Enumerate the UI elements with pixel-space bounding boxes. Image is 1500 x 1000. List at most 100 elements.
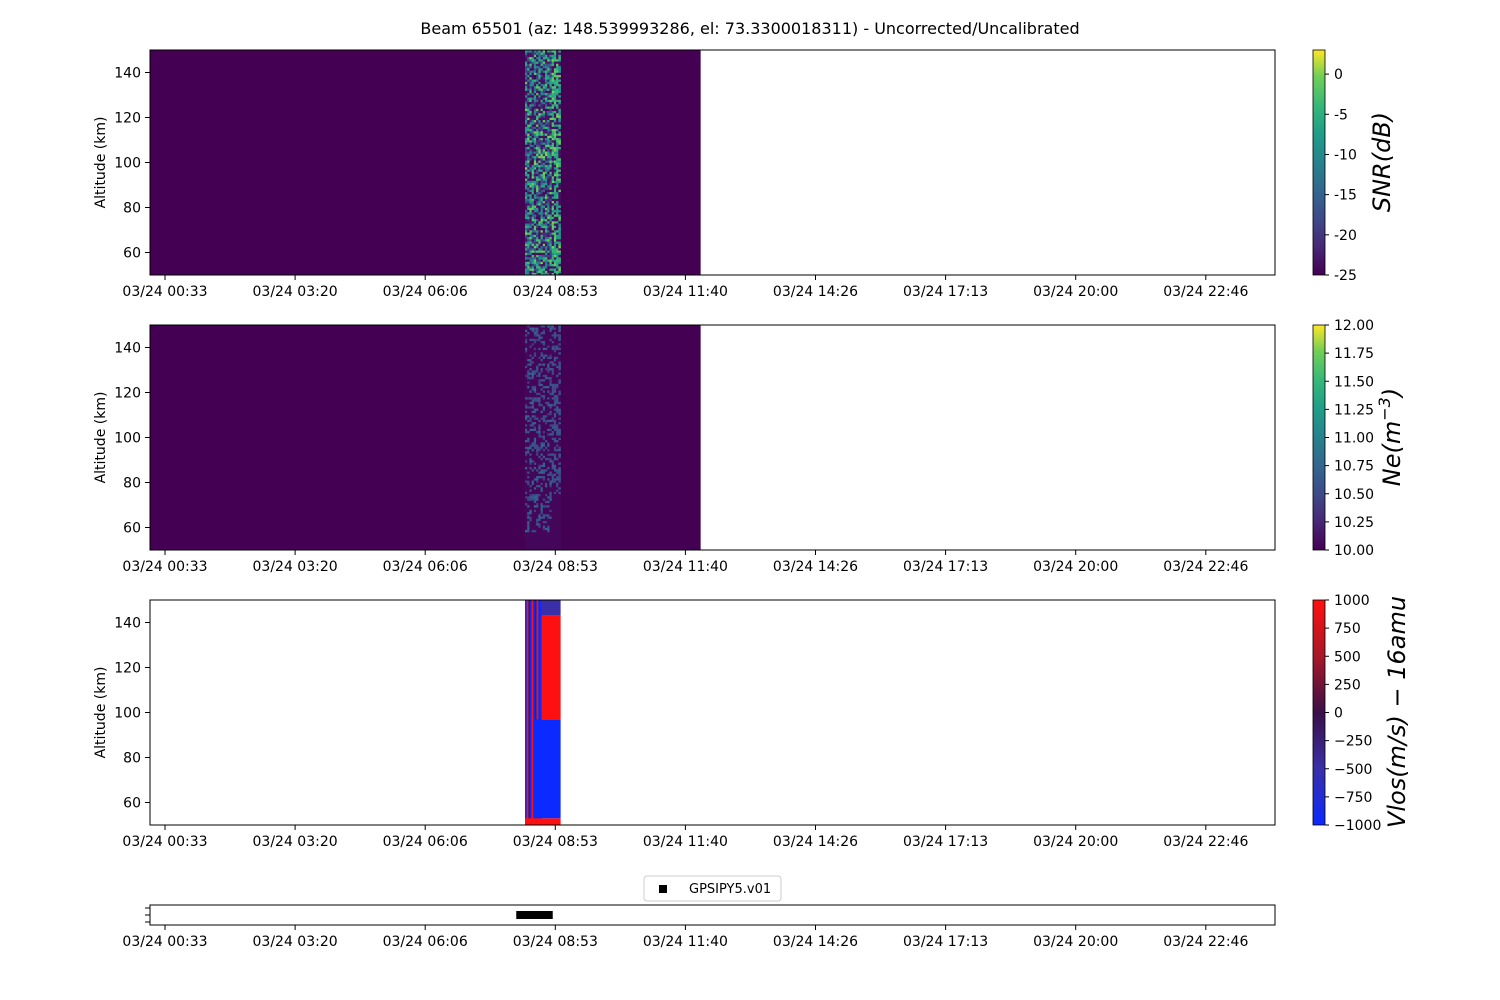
heatmap-cell	[549, 352, 553, 355]
heatmap-cell	[533, 473, 537, 477]
heatmap-cell	[553, 361, 557, 364]
heatmap-cell	[538, 155, 541, 159]
heatmap-cell	[527, 426, 530, 429]
heatmap-cell	[558, 261, 561, 265]
heatmap-cell	[525, 167, 528, 170]
heatmap-cell	[540, 182, 544, 186]
heatmap-cell	[542, 54, 546, 58]
heatmap-cell	[529, 478, 532, 481]
heatmap-cell	[558, 140, 561, 143]
heatmap-cell	[551, 214, 555, 217]
heatmap-cell	[558, 63, 561, 67]
heatmap-cell	[542, 225, 546, 229]
heatmap-cell	[525, 185, 528, 188]
heatmap-cell	[534, 600, 537, 825]
heatmap-cell	[525, 543, 528, 546]
heatmap-cell	[525, 338, 528, 342]
heatmap-cell	[540, 72, 544, 76]
heatmap-cell	[531, 460, 535, 463]
heatmap-cell	[525, 142, 528, 145]
heatmap-cell	[553, 457, 557, 461]
heatmap-cell	[558, 489, 561, 492]
heatmap-cell	[538, 232, 541, 235]
heatmap-cell	[545, 374, 548, 378]
heatmap-cell	[527, 500, 530, 504]
heatmap-cell	[533, 361, 537, 364]
heatmap-cell	[542, 92, 546, 96]
heatmap-cell	[556, 545, 559, 549]
heatmap-cell	[545, 541, 548, 544]
heatmap-cell	[529, 212, 532, 215]
axes-frame	[149, 599, 1276, 826]
heatmap-cell	[540, 478, 544, 481]
heatmap-cell	[525, 514, 528, 517]
heatmap-cell	[527, 203, 530, 206]
heatmap-cell	[545, 119, 548, 123]
heatmap-cell	[529, 119, 532, 123]
heatmap-cell	[549, 336, 553, 339]
heatmap-cell	[556, 88, 559, 91]
heatmap-cell	[538, 527, 541, 531]
heatmap-cell	[545, 187, 548, 190]
heatmap-cell	[525, 245, 528, 249]
heatmap-cell	[529, 135, 532, 139]
heatmap-cell	[531, 365, 535, 369]
heatmap-cell	[547, 270, 550, 274]
heatmap-cell	[549, 523, 553, 526]
heatmap-cell	[547, 254, 550, 258]
heatmap-cell	[533, 131, 537, 134]
heatmap-cell	[536, 70, 539, 73]
heatmap-cell	[536, 545, 539, 549]
heatmap-cell	[545, 437, 548, 441]
heatmap-cell	[542, 487, 546, 490]
heatmap-cell	[540, 457, 544, 461]
heatmap-cell	[533, 59, 537, 62]
heatmap-cell	[525, 72, 528, 76]
heatmap-cell	[556, 433, 559, 436]
heatmap-cell	[556, 473, 559, 477]
heatmap-cell	[538, 209, 541, 213]
heatmap-cell	[525, 178, 528, 181]
heatmap-cell	[553, 185, 557, 188]
heatmap-cell	[542, 160, 546, 163]
heatmap-cell	[542, 529, 546, 533]
heatmap-cell	[545, 439, 548, 443]
heatmap-cell	[547, 527, 550, 531]
heatmap-cell	[525, 354, 528, 357]
heatmap-cell	[547, 198, 550, 202]
heatmap-cell	[531, 473, 535, 477]
heatmap-cell	[538, 200, 541, 204]
x-tick-label: 03/24 08:53	[513, 284, 598, 300]
heatmap-cell	[553, 399, 557, 402]
heatmap-cell	[529, 469, 532, 472]
heatmap-cell	[538, 523, 541, 526]
heatmap-cell	[538, 187, 541, 190]
heatmap-cell	[549, 144, 553, 148]
heatmap-cell	[551, 106, 555, 109]
heatmap-cell	[529, 374, 532, 378]
heatmap-cell	[542, 415, 546, 418]
heatmap-cell	[529, 270, 532, 274]
heatmap-cell	[545, 523, 548, 526]
heatmap-cell	[533, 259, 537, 262]
heatmap-cell	[556, 536, 559, 540]
heatmap-cell	[533, 383, 537, 387]
heatmap-cell	[529, 180, 532, 184]
heatmap-cell	[547, 131, 550, 134]
heatmap-cell	[549, 538, 553, 542]
heatmap-cell	[538, 124, 541, 127]
heatmap-cell	[551, 401, 555, 405]
heatmap-cell	[525, 162, 528, 166]
heatmap-cell	[533, 354, 537, 357]
heatmap-cell	[536, 365, 539, 369]
heatmap-cell	[545, 419, 548, 423]
heatmap-cell	[547, 437, 550, 441]
heatmap-cell	[533, 189, 537, 193]
heatmap-cell	[540, 250, 544, 253]
heatmap-cell	[540, 205, 544, 208]
heatmap-cell	[551, 225, 555, 229]
heatmap-cell	[536, 110, 539, 114]
heatmap-cell	[540, 536, 544, 540]
heatmap-cell	[525, 453, 528, 456]
heatmap-cell	[545, 464, 548, 468]
